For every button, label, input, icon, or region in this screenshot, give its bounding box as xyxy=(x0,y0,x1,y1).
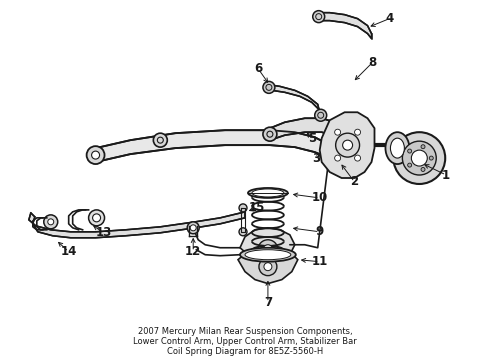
Text: 10: 10 xyxy=(312,192,328,204)
Circle shape xyxy=(421,167,425,171)
Circle shape xyxy=(335,155,341,161)
Circle shape xyxy=(259,258,277,276)
Ellipse shape xyxy=(391,138,404,158)
Circle shape xyxy=(239,228,247,236)
Text: 15: 15 xyxy=(249,201,265,215)
Text: 1: 1 xyxy=(442,168,450,181)
Circle shape xyxy=(153,133,167,147)
Text: 6: 6 xyxy=(254,62,262,75)
Circle shape xyxy=(93,214,100,222)
Circle shape xyxy=(263,127,277,141)
Text: 7: 7 xyxy=(264,296,272,309)
Text: 2: 2 xyxy=(350,175,359,189)
Polygon shape xyxy=(96,130,338,163)
Text: 14: 14 xyxy=(60,245,77,258)
Circle shape xyxy=(355,155,361,161)
Circle shape xyxy=(421,145,425,149)
Ellipse shape xyxy=(245,250,291,260)
Circle shape xyxy=(264,263,272,271)
Text: 3: 3 xyxy=(313,152,321,165)
Ellipse shape xyxy=(386,132,409,164)
Text: 11: 11 xyxy=(312,255,328,268)
Circle shape xyxy=(87,146,104,164)
Circle shape xyxy=(408,163,412,167)
Ellipse shape xyxy=(252,189,284,197)
Text: 8: 8 xyxy=(368,56,377,69)
Ellipse shape xyxy=(248,188,288,198)
Text: 9: 9 xyxy=(316,225,324,238)
Circle shape xyxy=(187,222,199,234)
Circle shape xyxy=(239,204,247,212)
Circle shape xyxy=(313,11,325,23)
Circle shape xyxy=(190,225,196,231)
Polygon shape xyxy=(319,112,374,178)
Circle shape xyxy=(343,140,353,150)
Circle shape xyxy=(263,245,273,255)
Circle shape xyxy=(89,210,104,226)
Circle shape xyxy=(402,141,436,175)
Circle shape xyxy=(48,219,54,225)
Circle shape xyxy=(263,81,275,93)
Circle shape xyxy=(355,129,361,135)
Circle shape xyxy=(412,150,427,166)
Polygon shape xyxy=(267,84,322,118)
Text: 13: 13 xyxy=(96,226,112,239)
Text: 4: 4 xyxy=(385,12,393,25)
Circle shape xyxy=(44,215,58,229)
Polygon shape xyxy=(238,250,298,284)
Circle shape xyxy=(258,240,278,260)
Circle shape xyxy=(335,129,341,135)
Circle shape xyxy=(408,149,412,153)
Polygon shape xyxy=(318,13,371,39)
Circle shape xyxy=(92,151,99,159)
Polygon shape xyxy=(29,212,245,238)
Polygon shape xyxy=(270,118,342,143)
Polygon shape xyxy=(240,228,295,270)
Circle shape xyxy=(336,133,360,157)
Text: 2007 Mercury Milan Rear Suspension Components,
Lower Control Arm, Upper Control : 2007 Mercury Milan Rear Suspension Compo… xyxy=(133,327,357,356)
Text: 12: 12 xyxy=(185,245,201,258)
Text: 5: 5 xyxy=(308,132,316,145)
Ellipse shape xyxy=(240,248,296,262)
Circle shape xyxy=(315,109,327,121)
Circle shape xyxy=(393,132,445,184)
Circle shape xyxy=(429,156,433,160)
